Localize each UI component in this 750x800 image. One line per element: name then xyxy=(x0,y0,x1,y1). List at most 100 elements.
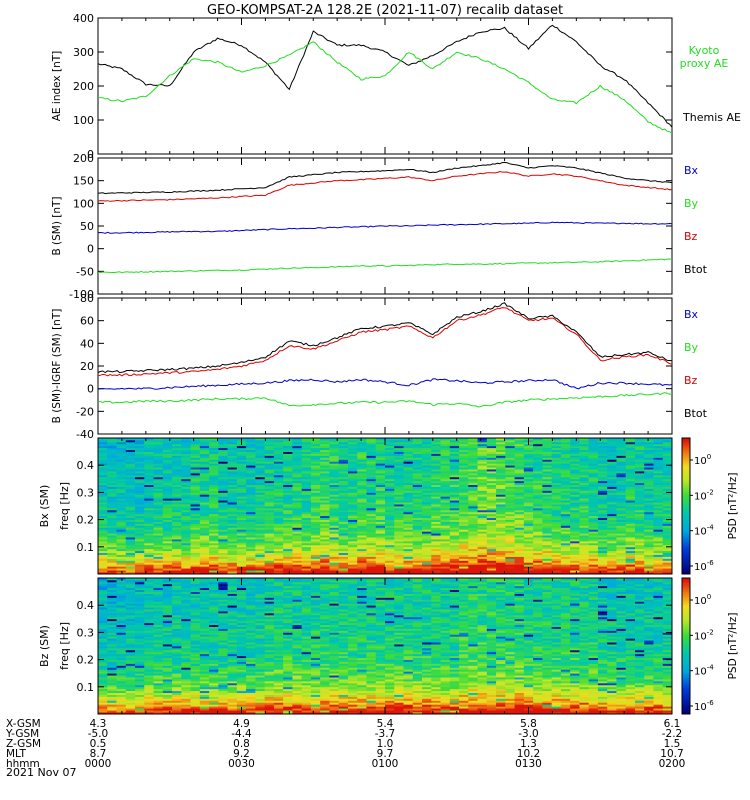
psd-cell xyxy=(329,556,340,559)
psd-cell xyxy=(542,441,553,445)
psd-cell xyxy=(486,556,497,559)
psd-cell xyxy=(135,438,145,441)
psd-cell xyxy=(514,546,525,550)
psd-cell xyxy=(144,523,154,526)
psd-cell xyxy=(542,486,553,489)
psd-cell xyxy=(236,459,247,462)
psd-cell xyxy=(505,451,516,454)
psd-cell xyxy=(440,560,451,563)
psd-cell xyxy=(357,445,367,449)
psd-cell xyxy=(310,482,321,486)
psd-cell xyxy=(440,469,451,472)
psd-cell xyxy=(190,540,201,544)
psd-cell xyxy=(162,566,173,569)
psd-cell xyxy=(385,535,395,538)
psd-cell xyxy=(181,488,191,491)
psd-cell xyxy=(347,498,358,501)
psd-cell xyxy=(551,507,562,511)
psd-cell xyxy=(347,537,358,540)
psd-cell xyxy=(505,500,516,503)
psd-cell xyxy=(357,451,367,454)
psd-cell xyxy=(468,463,478,466)
psd-cell xyxy=(634,570,645,573)
psd-cell xyxy=(264,570,275,573)
psd-cell xyxy=(422,463,432,466)
psd-cell xyxy=(403,535,414,538)
psd-cell xyxy=(505,484,516,487)
psd-cell xyxy=(144,535,154,538)
psd-cell xyxy=(440,562,451,565)
psd-cell xyxy=(394,449,404,452)
psd-cell xyxy=(199,449,210,452)
psd-cell xyxy=(375,445,386,449)
psd-cell xyxy=(199,507,210,511)
psd-cell xyxy=(625,472,636,476)
psd-cell xyxy=(422,490,432,493)
psd-cell xyxy=(357,542,367,546)
psd-cell xyxy=(570,498,580,501)
psd-cell xyxy=(634,480,645,484)
psd-cell xyxy=(347,572,358,575)
psd-cell xyxy=(588,539,599,542)
psd-cell xyxy=(283,542,293,546)
series-line-btot xyxy=(97,161,673,195)
psd-cell xyxy=(338,566,349,569)
psd-cell xyxy=(468,507,478,511)
psd-cell xyxy=(496,529,506,532)
psd-cell xyxy=(329,515,340,519)
psd-cell xyxy=(459,451,469,454)
psd-cell xyxy=(412,439,423,443)
psd-cell xyxy=(422,506,432,509)
psd-cell xyxy=(218,461,229,464)
psd-cell xyxy=(634,449,645,452)
psd-cell xyxy=(116,688,127,692)
psd-cell xyxy=(338,496,349,499)
psd-cell xyxy=(209,471,219,474)
psd-cell xyxy=(236,513,247,517)
psd-cell xyxy=(597,540,608,544)
psd-cell xyxy=(634,556,645,559)
psd-cell xyxy=(236,533,247,536)
psd-cell xyxy=(412,459,423,462)
psd-cell xyxy=(273,521,284,524)
psd-cell xyxy=(607,500,617,503)
psd-cell xyxy=(144,533,154,536)
psd-cell xyxy=(551,478,562,482)
psd-cell xyxy=(116,624,127,627)
psd-cell xyxy=(570,441,580,445)
psd-cell xyxy=(449,455,460,458)
psd-cell xyxy=(181,529,191,532)
psd-cell xyxy=(172,492,182,495)
psd-cell xyxy=(662,467,673,470)
psd-cell xyxy=(283,449,293,452)
psd-cell xyxy=(394,556,404,559)
psd-cell xyxy=(560,474,571,478)
psd-cell xyxy=(107,686,117,690)
psd-cell xyxy=(246,459,256,462)
psd-cell xyxy=(375,513,386,517)
psd-cell xyxy=(477,494,488,497)
psd-cell xyxy=(375,552,386,555)
psd-cell xyxy=(162,438,173,441)
psd-cell xyxy=(273,535,284,538)
psd-cell xyxy=(597,455,608,458)
psd-cell xyxy=(255,453,266,456)
psd-cell xyxy=(255,542,266,546)
psd-cell xyxy=(246,554,256,557)
psd-cell xyxy=(347,490,358,493)
psd-cell xyxy=(338,564,349,567)
psd-cell xyxy=(486,542,497,546)
psd-cell xyxy=(107,673,117,676)
psd-cell xyxy=(153,521,164,524)
psd-cell xyxy=(662,486,673,489)
psd-cell xyxy=(366,535,377,538)
psd-cell xyxy=(246,560,256,563)
psd-cell xyxy=(588,439,599,443)
psd-cell xyxy=(644,465,654,468)
psd-cell xyxy=(292,457,303,460)
psd-cell xyxy=(236,490,247,493)
psd-cell xyxy=(98,680,108,684)
psd-cell xyxy=(662,511,673,515)
psd-cell xyxy=(486,445,497,449)
